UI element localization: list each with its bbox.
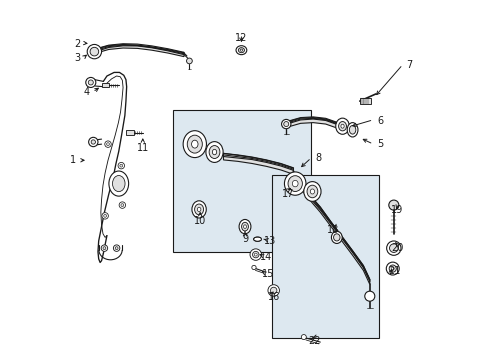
Ellipse shape (331, 231, 342, 243)
Bar (272, 175, 379, 338)
Polygon shape (96, 44, 184, 57)
Circle shape (187, 58, 192, 64)
Ellipse shape (115, 247, 118, 249)
Text: 1: 1 (71, 155, 76, 165)
Ellipse shape (183, 131, 206, 158)
Text: 11: 11 (137, 143, 149, 153)
Ellipse shape (304, 181, 321, 201)
Text: 8: 8 (315, 153, 321, 163)
Circle shape (301, 334, 306, 339)
Circle shape (365, 291, 375, 301)
Ellipse shape (339, 122, 346, 131)
Ellipse shape (307, 185, 318, 198)
Circle shape (102, 213, 108, 219)
Ellipse shape (336, 118, 349, 134)
Circle shape (89, 137, 98, 147)
Circle shape (389, 200, 399, 210)
Circle shape (120, 164, 122, 167)
Ellipse shape (334, 234, 340, 241)
Ellipse shape (109, 171, 129, 196)
Text: 17: 17 (282, 189, 294, 199)
Ellipse shape (236, 46, 247, 55)
Circle shape (87, 44, 101, 59)
Ellipse shape (254, 237, 262, 241)
Ellipse shape (206, 141, 223, 162)
Text: 4: 4 (84, 87, 90, 97)
Circle shape (252, 265, 256, 270)
Text: 21: 21 (389, 266, 401, 276)
Polygon shape (223, 153, 294, 174)
Bar (101, 83, 109, 87)
Text: 6: 6 (378, 116, 384, 126)
Circle shape (250, 249, 262, 260)
Circle shape (387, 241, 401, 255)
Ellipse shape (244, 225, 246, 228)
Polygon shape (302, 186, 370, 284)
Text: 2: 2 (74, 39, 80, 49)
Ellipse shape (113, 176, 125, 192)
Circle shape (392, 267, 394, 270)
Text: 3: 3 (74, 53, 80, 63)
Ellipse shape (101, 245, 108, 251)
Ellipse shape (288, 176, 302, 192)
Text: 10: 10 (194, 216, 206, 226)
Text: 7: 7 (406, 60, 413, 70)
Text: 15: 15 (262, 269, 274, 279)
Ellipse shape (212, 149, 217, 155)
Text: 13: 13 (264, 236, 276, 246)
Circle shape (86, 77, 96, 87)
Ellipse shape (293, 180, 298, 187)
Circle shape (254, 253, 257, 256)
Text: 20: 20 (391, 243, 404, 253)
Circle shape (119, 202, 125, 208)
Ellipse shape (103, 247, 106, 249)
Ellipse shape (192, 140, 198, 148)
Ellipse shape (341, 124, 344, 128)
Circle shape (270, 287, 277, 294)
Polygon shape (288, 117, 339, 129)
Circle shape (104, 215, 107, 217)
Text: 12: 12 (235, 33, 247, 43)
Text: 5: 5 (378, 139, 384, 149)
Ellipse shape (310, 189, 315, 194)
Text: 22: 22 (309, 336, 321, 346)
Text: 19: 19 (392, 206, 404, 216)
Ellipse shape (239, 220, 251, 234)
Ellipse shape (195, 204, 203, 215)
Text: 16: 16 (269, 292, 281, 302)
Ellipse shape (349, 126, 356, 134)
Circle shape (107, 143, 109, 145)
Circle shape (121, 204, 124, 207)
Ellipse shape (240, 49, 243, 51)
Ellipse shape (192, 201, 206, 218)
Ellipse shape (197, 207, 201, 212)
Circle shape (389, 265, 396, 272)
Circle shape (386, 262, 399, 275)
Text: 18: 18 (327, 225, 339, 235)
Ellipse shape (347, 123, 358, 137)
Ellipse shape (285, 172, 306, 195)
Ellipse shape (238, 48, 245, 53)
Bar (173, 110, 311, 252)
Ellipse shape (242, 222, 248, 231)
Bar (126, 130, 134, 135)
Circle shape (292, 175, 303, 185)
Circle shape (90, 47, 98, 56)
Circle shape (91, 140, 96, 144)
Circle shape (390, 244, 398, 252)
Text: 14: 14 (260, 252, 272, 262)
Circle shape (118, 162, 124, 169)
Bar (360, 98, 370, 104)
Circle shape (282, 120, 291, 129)
Circle shape (88, 80, 93, 85)
Text: 9: 9 (242, 234, 248, 244)
Circle shape (105, 141, 111, 147)
Ellipse shape (209, 145, 220, 158)
Circle shape (284, 122, 289, 127)
Ellipse shape (187, 135, 202, 153)
Ellipse shape (113, 245, 120, 251)
Circle shape (268, 285, 279, 296)
Circle shape (252, 251, 259, 258)
